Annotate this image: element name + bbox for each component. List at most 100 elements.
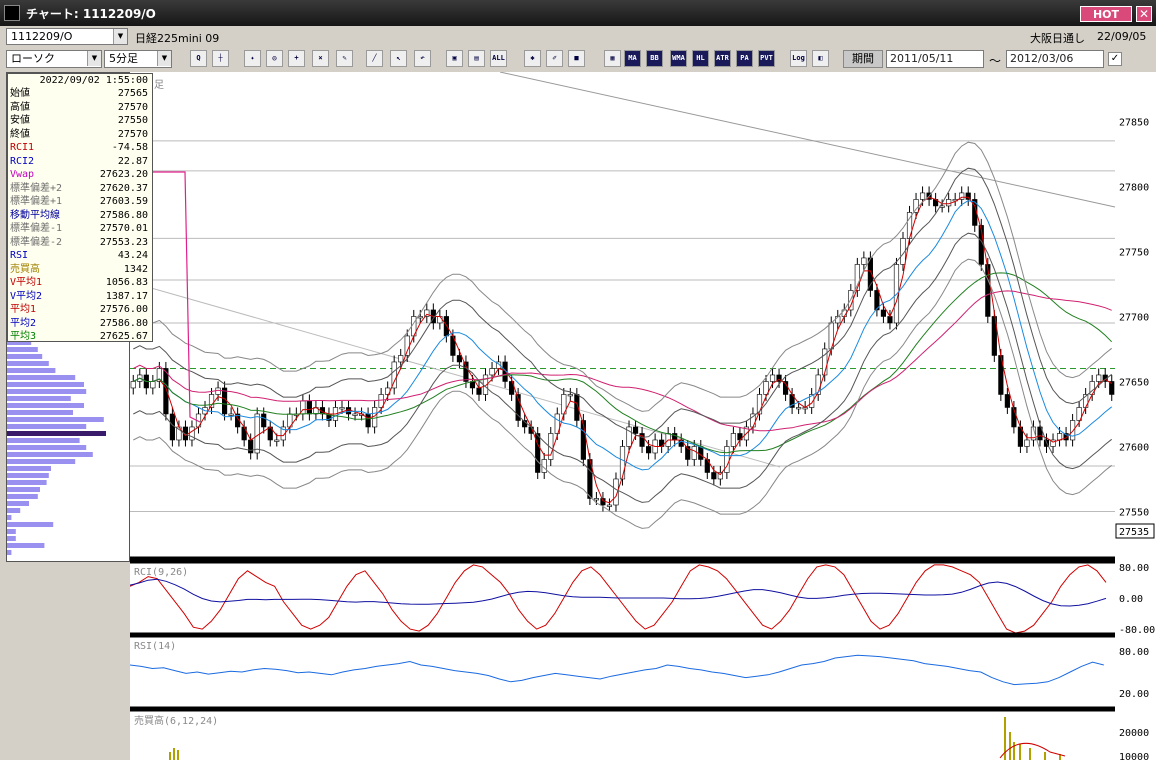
candle-body [163,368,169,415]
toolbar-all-icon[interactable]: ALL [490,50,507,67]
symbol-input[interactable]: 1112209/O ▼ [6,28,128,45]
toolbar-hl-icon[interactable]: HL [692,50,709,67]
info-row: Vwap 27623.20 [8,168,152,182]
toolbar-cross-icon[interactable]: ┼ [212,50,229,67]
info-value: 27620.37 [99,182,148,194]
toolbar-search-label: Q [196,54,201,62]
candle-body [515,394,521,421]
toolbar-indicator-b-icon[interactable]: ▤ [468,50,485,67]
info-row: 平均2 27586.80 [8,317,152,331]
toolbar-cursor-label: ↖ [396,54,401,62]
toolbar-pvt-icon[interactable]: PVT [758,50,775,67]
toolbar-split-icon[interactable]: ◧ [812,50,829,67]
candle-body [606,504,613,507]
info-row: V平均1 1056.83 [8,276,152,290]
toolbar-atr-icon[interactable]: ATR [714,50,731,67]
toolbar-pvt-label: PVT [760,54,773,62]
rsi-plot-bg [130,637,1115,707]
candle-body [619,446,626,480]
price-tick-label: 27850 [1119,117,1149,128]
candle-body [567,394,573,397]
toolbar-color-icon[interactable]: ■ [568,50,585,67]
toolbar-wma-label: WMA [672,54,685,62]
title-bar: チャート: 1112209/O HOT ✕ [0,0,1156,26]
candle-body [235,413,241,428]
toolbar-cursor-icon[interactable]: ↖ [390,50,407,67]
toolbar-log-icon[interactable]: Log [790,50,807,67]
candle-body [156,368,162,382]
toolbar-bb-icon[interactable]: BB [646,50,663,67]
chart-svg[interactable]: 27850 27800 27750 27700 27650 27600 27550 27535… [130,72,1156,760]
vwap-line [133,290,1112,432]
toolbar-pa-icon[interactable]: PA [736,50,753,67]
info-row: 終値 27570 [8,128,152,142]
chart-area[interactable]: 27850 27800 27750 27700 27650 27600 27550 27535… [130,72,1156,760]
candle-body [1037,426,1043,441]
toolbar-tools-label: ✱ [530,54,535,62]
toolbar-draw-icon[interactable]: ✎ [336,50,353,67]
candle-body [456,355,463,363]
toolbar-wma-icon[interactable]: WMA [670,50,687,67]
candle-body [1096,374,1102,382]
volume-profile-bar [7,438,80,443]
info-row: 標準偏差-2 27553.23 [8,236,152,250]
interval-select[interactable]: 5分足 ▼ [104,50,172,68]
info-row: 標準偏差+1 27603.59 [8,195,152,209]
info-row: 始値 27565 [8,87,152,101]
band-upper [133,141,1113,412]
candle-body [554,413,560,434]
hot-button[interactable]: HOT [1080,6,1132,22]
candle-body [150,381,156,389]
chart-type-select[interactable]: ローソク ▼ [6,50,102,68]
rci-label: RCI(9,26) [134,567,188,578]
toolbar-grid-icon[interactable]: ▦ [604,50,621,67]
candle-body [796,407,802,410]
price-tick-label: 27550 [1119,507,1149,518]
volume-profile-bar [7,340,32,345]
toolbar-chart-add-icon[interactable]: + [288,50,305,67]
toolbar-tools-icon[interactable]: ✱ [524,50,541,67]
toolbar-line-icon[interactable]: ╱ [366,50,383,67]
toolbar-all-label: ALL [492,54,505,62]
candle-body [228,413,234,416]
volume-profile-bar [7,473,49,478]
info-value: 1342 [123,263,148,275]
volume-profile-bar [7,361,49,366]
price-tick-label: 27750 [1119,247,1149,258]
toolbar-ma-icon[interactable]: MA [624,50,641,67]
period-button[interactable]: 期間 [843,50,883,68]
date-from-field[interactable]: 2011/05/11 [886,50,984,68]
toolbar-search-icon[interactable]: Q [190,50,207,67]
date-to-field[interactable]: 2012/03/06 [1006,50,1104,68]
candle-body [711,472,717,480]
toolbar-bookmark-icon[interactable]: ✦ [244,50,261,67]
close-button[interactable]: ✕ [1136,6,1152,22]
info-row: 平均1 27576.00 [8,303,152,317]
candle-body [502,361,508,382]
candle-body [698,446,704,460]
toolbar-indicator-a-icon[interactable]: ▣ [446,50,463,67]
toolbar-zoom-icon[interactable]: ◎ [266,50,283,67]
volume-profile-bar [7,501,29,506]
candle-body [463,361,469,382]
current-price-label: 27535 [1119,527,1149,538]
candle-body [365,413,371,428]
toolbar-paint-icon[interactable]: ✐ [546,50,563,67]
band-upper-1 [133,167,1113,438]
volume-profile-bar [7,543,45,548]
volume-profile-bar [7,424,87,429]
chevron-down-icon[interactable]: ▼ [87,51,101,66]
price-tick-label: 27650 [1119,377,1149,388]
volume-profile-bar [7,459,76,464]
chevron-down-icon[interactable]: ▼ [157,51,171,66]
toolbar-undo-icon[interactable]: ↶ [414,50,431,67]
info-value: 27625.67 [99,331,148,342]
info-value: 22.87 [117,155,148,167]
toolbar-pa-label: PA [740,54,749,62]
toolbar-delete-icon[interactable]: × [312,50,329,67]
checkbox[interactable]: ✓ [1108,52,1122,66]
rci-long-line [130,578,1107,607]
candle-body [854,264,860,291]
chevron-down-icon[interactable]: ▼ [113,29,127,44]
rsi-tick-label: 80.00 [1119,647,1149,658]
